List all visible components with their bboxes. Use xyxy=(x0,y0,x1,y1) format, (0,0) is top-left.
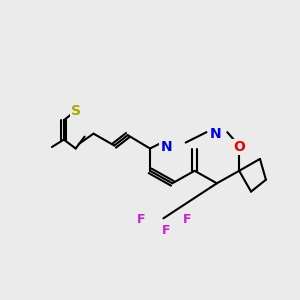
Text: F: F xyxy=(137,213,145,226)
Text: O: O xyxy=(233,140,245,154)
Text: N: N xyxy=(160,140,172,154)
Text: N: N xyxy=(210,127,221,141)
Text: F: F xyxy=(183,213,191,226)
Text: F: F xyxy=(162,224,171,237)
Text: S: S xyxy=(71,104,81,118)
